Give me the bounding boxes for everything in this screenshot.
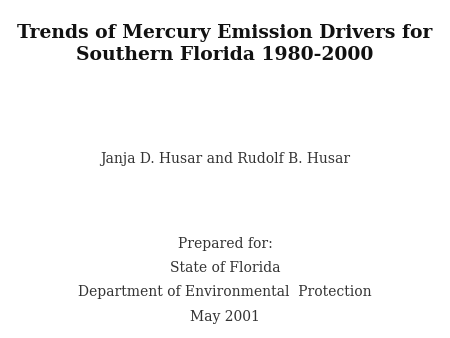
Text: Prepared for:: Prepared for: — [178, 237, 272, 250]
Text: Department of Environmental  Protection: Department of Environmental Protection — [78, 285, 372, 299]
Text: Trends of Mercury Emission Drivers for
Southern Florida 1980-2000: Trends of Mercury Emission Drivers for S… — [17, 24, 433, 64]
Text: State of Florida: State of Florida — [170, 261, 280, 275]
Text: Janja D. Husar and Rudolf B. Husar: Janja D. Husar and Rudolf B. Husar — [100, 152, 350, 166]
Text: May 2001: May 2001 — [190, 310, 260, 323]
